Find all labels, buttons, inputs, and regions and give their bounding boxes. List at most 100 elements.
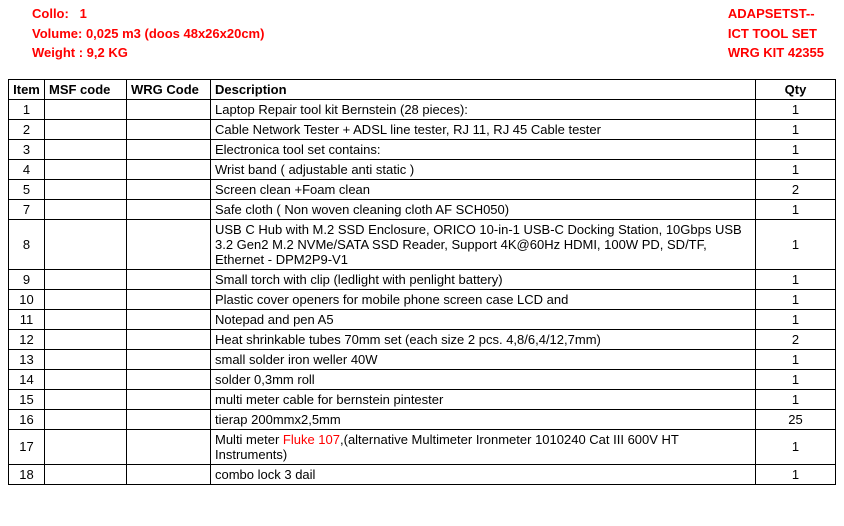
col-header-msf: MSF code <box>45 79 127 99</box>
table-row: 5 Screen clean +Foam clean2 <box>9 179 836 199</box>
weight-line: Weight : 9,2 KG <box>32 43 264 63</box>
cell-wrg <box>127 159 211 179</box>
col-header-desc: Description <box>211 79 756 99</box>
cell-wrg <box>127 429 211 464</box>
col-header-qty: Qty <box>756 79 836 99</box>
cell-wrg <box>127 309 211 329</box>
cell-description: USB C Hub with M.2 SSD Enclosure, ORICO … <box>211 219 756 269</box>
col-header-item: Item <box>9 79 45 99</box>
cell-item: 17 <box>9 429 45 464</box>
cell-msf <box>45 409 127 429</box>
cell-item: 9 <box>9 269 45 289</box>
cell-qty: 2 <box>756 329 836 349</box>
header-left: Collo: 1 Volume: 0,025 m3 (doos 48x26x20… <box>32 4 264 63</box>
cell-wrg <box>127 289 211 309</box>
cell-msf <box>45 219 127 269</box>
cell-description: Laptop Repair tool kit Bernstein (28 pie… <box>211 99 756 119</box>
title-line2: ICT TOOL SET <box>728 24 824 44</box>
table-row: 9 Small torch with clip (ledlight with pe… <box>9 269 836 289</box>
cell-wrg <box>127 409 211 429</box>
cell-item: 11 <box>9 309 45 329</box>
volume-value: 0,025 m3 (doos 48x26x20cm) <box>86 26 265 41</box>
table-row: 2 Cable Network Tester + ADSL line tester… <box>9 119 836 139</box>
cell-msf <box>45 289 127 309</box>
cell-description: Cable Network Tester + ADSL line tester,… <box>211 119 756 139</box>
table-row: 13small solder iron weller 40W1 <box>9 349 836 369</box>
cell-item: 13 <box>9 349 45 369</box>
cell-description: combo lock 3 dail <box>211 464 756 484</box>
collo-value: 1 <box>80 6 87 21</box>
cell-item: 10 <box>9 289 45 309</box>
table-row: 3Electronica tool set contains:1 <box>9 139 836 159</box>
cell-qty: 1 <box>756 159 836 179</box>
weight-value: 9,2 KG <box>87 45 128 60</box>
table-row: 15multi meter cable for bernstein pintes… <box>9 389 836 409</box>
cell-qty: 1 <box>756 429 836 464</box>
cell-item: 7 <box>9 199 45 219</box>
cell-description: Multi meter Fluke 107,(alternative Multi… <box>211 429 756 464</box>
table-header-row: Item MSF code WRG Code Description Qty <box>9 79 836 99</box>
cell-qty: 1 <box>756 139 836 159</box>
cell-wrg <box>127 99 211 119</box>
table-row: 17 Multi meter Fluke 107,(alternative Mul… <box>9 429 836 464</box>
cell-qty: 1 <box>756 389 836 409</box>
cell-wrg <box>127 269 211 289</box>
cell-description: tierap 200mmx2,5mm <box>211 409 756 429</box>
col-header-wrg: WRG Code <box>127 79 211 99</box>
cell-wrg <box>127 329 211 349</box>
cell-item: 16 <box>9 409 45 429</box>
cell-qty: 1 <box>756 289 836 309</box>
cell-item: 8 <box>9 219 45 269</box>
cell-qty: 1 <box>756 219 836 269</box>
cell-msf <box>45 179 127 199</box>
cell-qty: 2 <box>756 179 836 199</box>
cell-wrg <box>127 464 211 484</box>
cell-msf <box>45 429 127 464</box>
cell-description: Notepad and pen A5 <box>211 309 756 329</box>
cell-item: 5 <box>9 179 45 199</box>
table-row: 4 Wrist band ( adjustable anti static )1 <box>9 159 836 179</box>
cell-qty: 1 <box>756 269 836 289</box>
cell-item: 4 <box>9 159 45 179</box>
desc-text-red: Fluke 107 <box>283 432 340 447</box>
cell-qty: 1 <box>756 199 836 219</box>
cell-qty: 1 <box>756 349 836 369</box>
cell-item: 12 <box>9 329 45 349</box>
cell-msf <box>45 119 127 139</box>
cell-description: Wrist band ( adjustable anti static ) <box>211 159 756 179</box>
cell-description: multi meter cable for bernstein pinteste… <box>211 389 756 409</box>
cell-qty: 25 <box>756 409 836 429</box>
cell-description: Safe cloth ( Non woven cleaning cloth AF… <box>211 199 756 219</box>
cell-wrg <box>127 179 211 199</box>
cell-item: 2 <box>9 119 45 139</box>
cell-wrg <box>127 349 211 369</box>
cell-description: Small torch with clip (ledlight with pen… <box>211 269 756 289</box>
cell-item: 3 <box>9 139 45 159</box>
cell-wrg <box>127 139 211 159</box>
title-line3: WRG KIT 42355 <box>728 43 824 63</box>
cell-wrg <box>127 219 211 269</box>
table-row: 11Notepad and pen A51 <box>9 309 836 329</box>
volume-line: Volume: 0,025 m3 (doos 48x26x20cm) <box>32 24 264 44</box>
cell-msf <box>45 464 127 484</box>
cell-wrg <box>127 369 211 389</box>
cell-msf <box>45 309 127 329</box>
header-section: Collo: 1 Volume: 0,025 m3 (doos 48x26x20… <box>8 4 836 63</box>
cell-msf <box>45 159 127 179</box>
cell-wrg <box>127 119 211 139</box>
title-line1: ADAPSETST-- <box>728 4 824 24</box>
header-right: ADAPSETST-- ICT TOOL SET WRG KIT 42355 <box>728 4 836 63</box>
cell-msf <box>45 139 127 159</box>
cell-item: 18 <box>9 464 45 484</box>
cell-item: 14 <box>9 369 45 389</box>
cell-qty: 1 <box>756 119 836 139</box>
items-table: Item MSF code WRG Code Description Qty 1… <box>8 79 836 485</box>
cell-description: solder 0,3mm roll <box>211 369 756 389</box>
cell-msf <box>45 349 127 369</box>
weight-label: Weight : <box>32 45 83 60</box>
cell-qty: 1 <box>756 464 836 484</box>
cell-wrg <box>127 199 211 219</box>
cell-description: Screen clean +Foam clean <box>211 179 756 199</box>
cell-msf <box>45 329 127 349</box>
cell-description: Heat shrinkable tubes 70mm set (each siz… <box>211 329 756 349</box>
